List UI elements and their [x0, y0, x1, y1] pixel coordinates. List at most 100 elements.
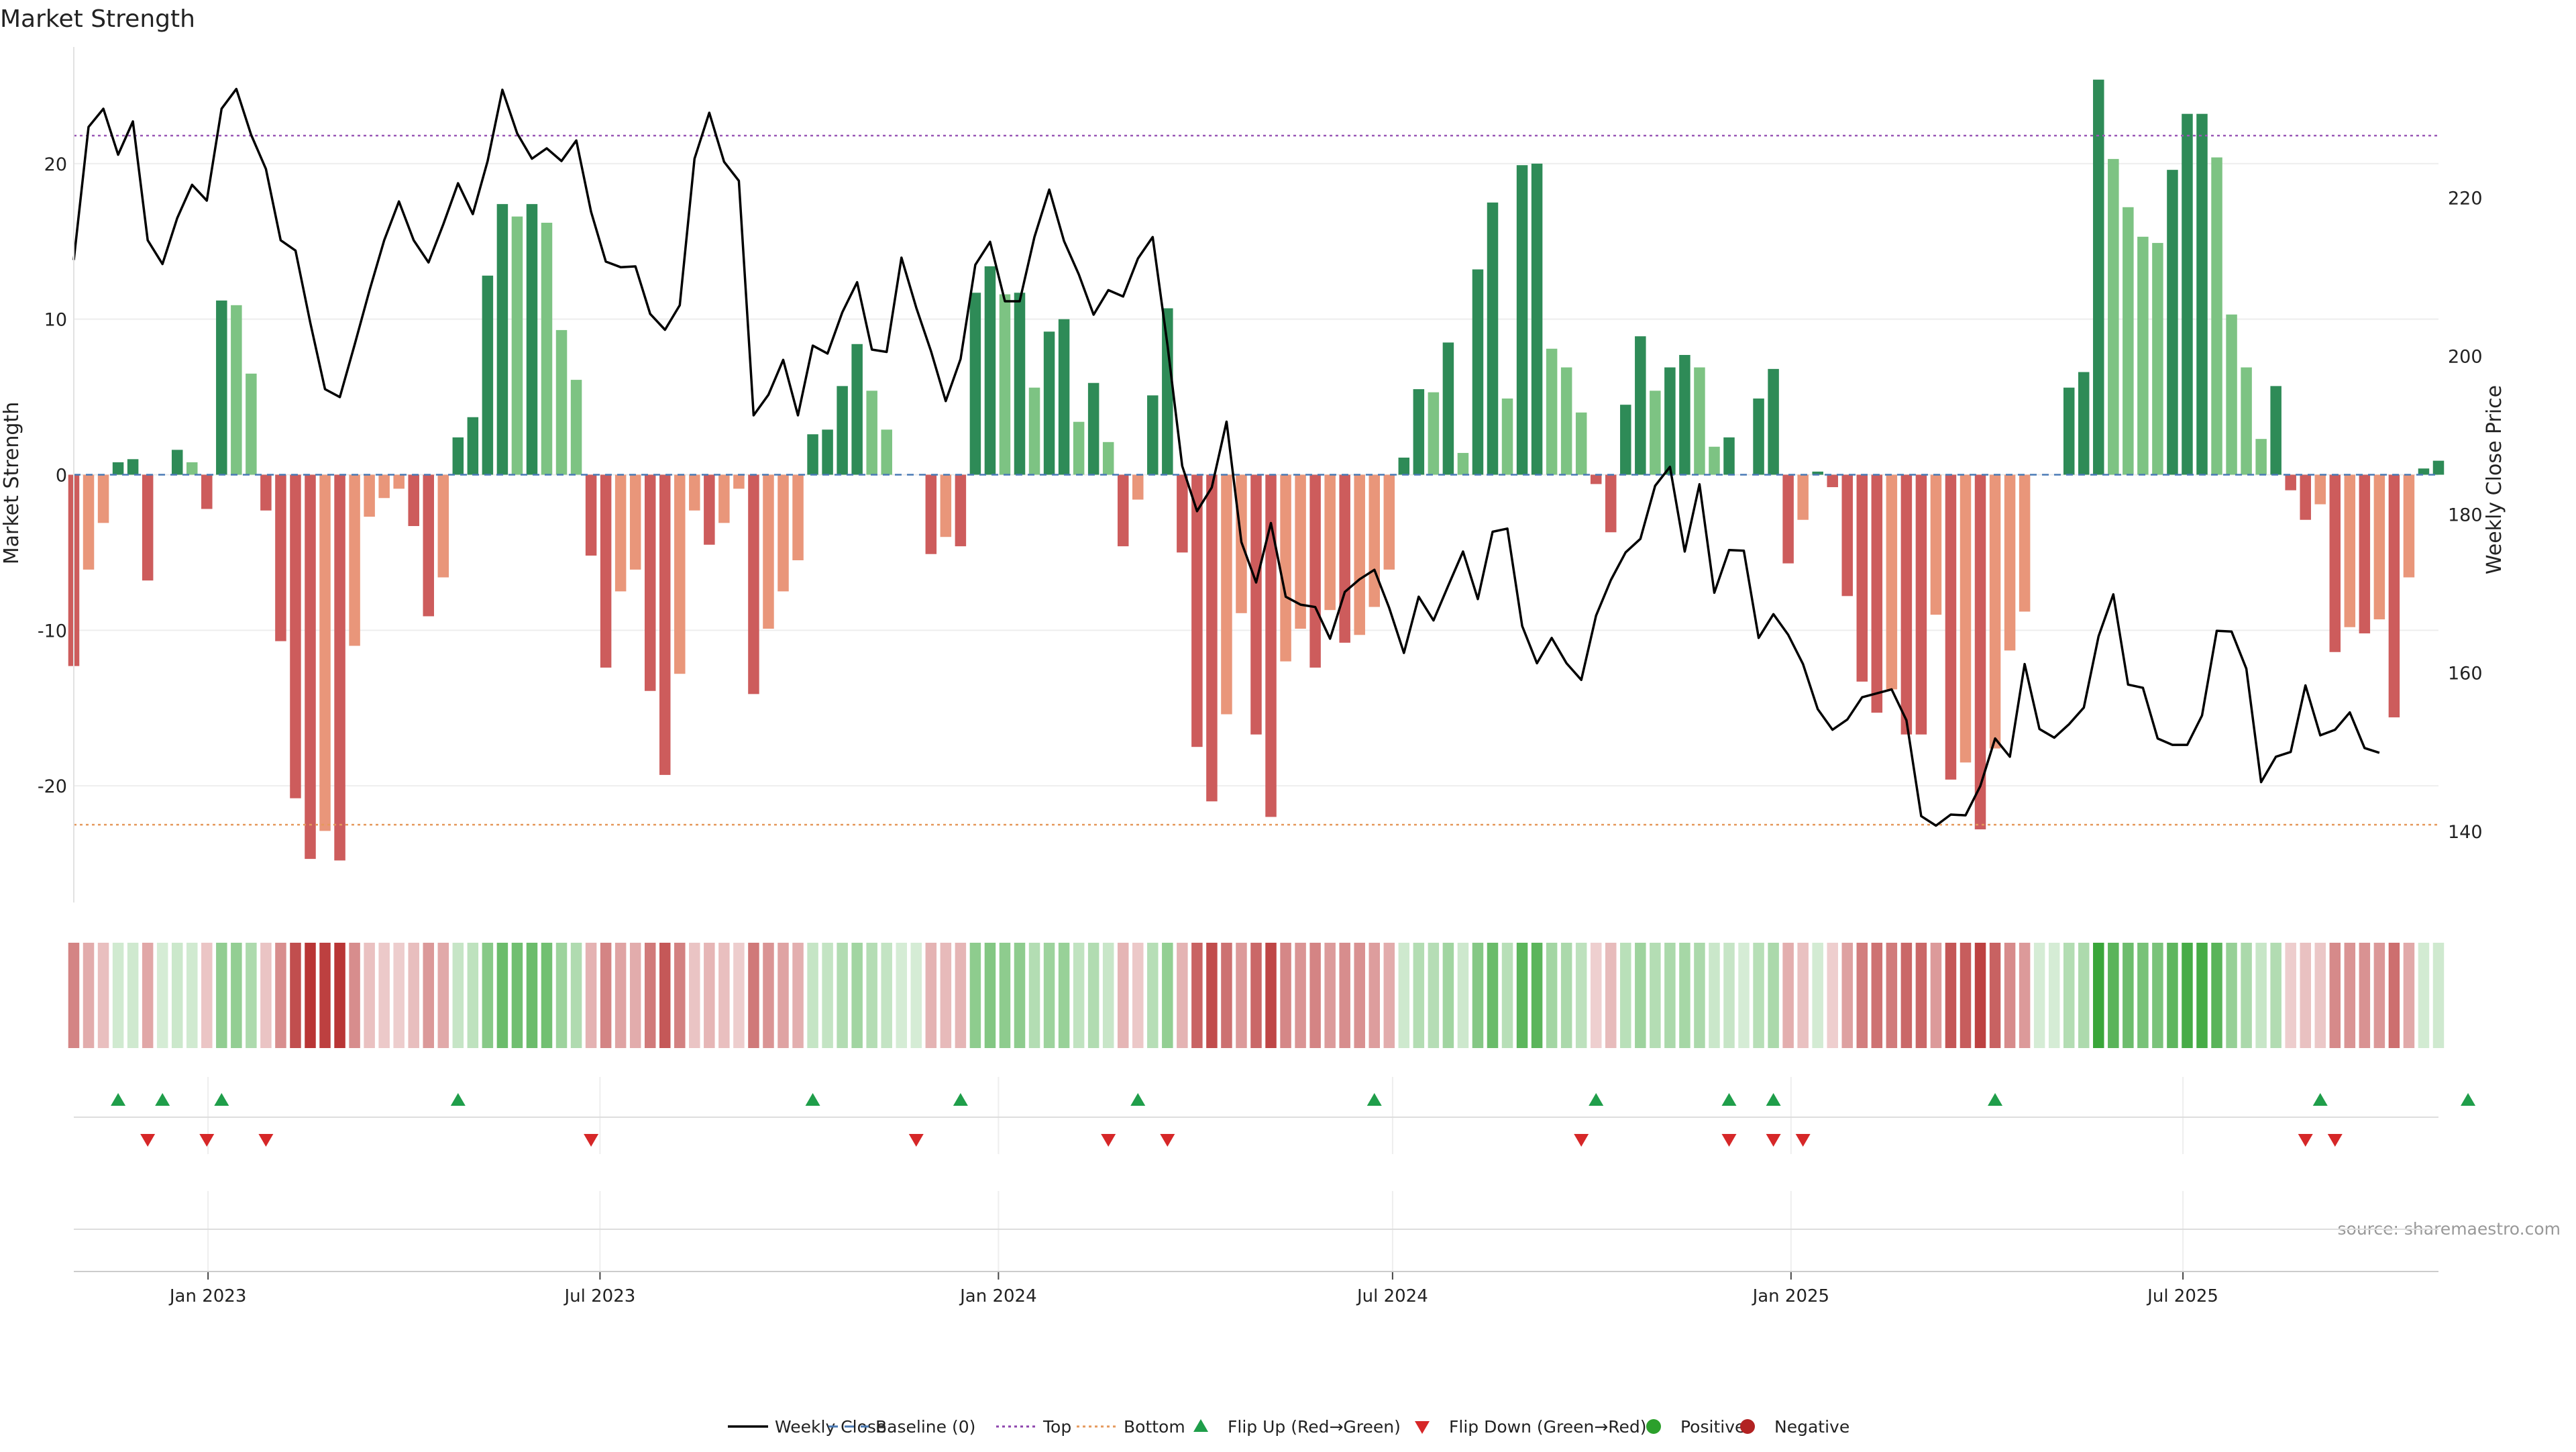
heat-cell [275, 943, 286, 1048]
threshold-lines [74, 134, 2438, 826]
heat-cell [837, 943, 848, 1048]
strength-bar [1886, 474, 1898, 690]
heat-cell [763, 943, 774, 1048]
heat-cell [2432, 943, 2445, 1048]
heat-cell [1132, 943, 1144, 1048]
heat-cell [644, 943, 656, 1048]
strength-bar [1650, 391, 1661, 475]
strength-bar [1753, 398, 1764, 475]
heat-cell [2048, 943, 2060, 1048]
strength-bars [68, 79, 2445, 861]
heat-cell [1915, 943, 1927, 1048]
heat-cell [1546, 943, 1558, 1048]
heat-cell [2211, 943, 2222, 1048]
heat-cell [1974, 943, 1986, 1048]
heat-cell [2285, 943, 2296, 1048]
strength-bar [1930, 474, 1942, 615]
strength-bar [142, 474, 154, 581]
heat-cell [2182, 943, 2193, 1048]
heat-cell [689, 943, 700, 1048]
heat-cell [1177, 943, 1188, 1048]
heat-cell [1073, 943, 1085, 1048]
y-axis-label: Market Strength [0, 402, 23, 564]
heat-cell [1324, 943, 1336, 1048]
heat-cell [851, 943, 863, 1048]
strength-bar [1679, 355, 1690, 475]
strength-bar [1871, 474, 1883, 713]
flip-up-marker [1130, 1093, 1146, 1106]
strength-bar [1295, 474, 1306, 629]
strength-bar [186, 462, 198, 475]
strength-bar [2182, 113, 2193, 475]
strength-bar [1250, 474, 1262, 735]
strength-bar [837, 386, 848, 475]
legend-label: Bottom [1124, 1417, 1185, 1437]
strength-bar [1664, 367, 1676, 475]
heat-cell [1738, 943, 1750, 1048]
strength-bar [925, 474, 937, 554]
flip-down-marker [2327, 1134, 2343, 1147]
heat-cell [881, 943, 892, 1048]
y-tick-label: 0 [56, 466, 67, 486]
heat-cell [940, 943, 952, 1048]
heat-cell [1028, 943, 1040, 1048]
heat-cell [1989, 943, 2001, 1048]
heat-cell [1102, 943, 1114, 1048]
heat-cell [2093, 943, 2104, 1048]
heat-cell [186, 943, 198, 1048]
strength-bar [1354, 474, 1365, 635]
heat-cell [1250, 943, 1262, 1048]
strength-bar [496, 204, 508, 475]
heat-cell [393, 943, 405, 1048]
strength-bar [1812, 471, 1823, 475]
flip-up-marker [214, 1093, 229, 1106]
strength-bar [2255, 439, 2267, 475]
strength-bar [1073, 421, 1085, 475]
strength-bar [437, 474, 449, 578]
heat-cell [733, 943, 745, 1048]
flip-up-marker [155, 1093, 170, 1106]
strength-bar [2196, 113, 2208, 475]
strength-bar [1709, 446, 1720, 475]
strength-bar [290, 474, 301, 798]
heat-cell [807, 943, 818, 1048]
heat-cell [1087, 943, 1099, 1048]
strength-bar [1501, 398, 1513, 475]
heat-cell [2226, 943, 2237, 1048]
strength-bar [2285, 474, 2296, 490]
legend-label: Flip Down (Green→Red) [1449, 1417, 1647, 1437]
heat-cell [925, 943, 937, 1048]
legend-swatch-circle [1646, 1419, 1661, 1434]
legend-swatch-circle [1740, 1419, 1755, 1434]
heat-cell [999, 943, 1011, 1048]
strength-bar [305, 474, 316, 860]
flip-down-marker [1101, 1134, 1116, 1147]
strength-bar [1043, 331, 1055, 475]
strength-bar [2123, 207, 2134, 475]
legend-label: Negative [1774, 1417, 1849, 1437]
heat-cell [1575, 943, 1587, 1048]
strength-bar [1989, 474, 2001, 749]
strength-bar [2270, 386, 2282, 475]
strength-bar [2388, 474, 2400, 718]
heat-cell [2418, 943, 2430, 1048]
heat-cell [1620, 943, 1631, 1048]
heat-cell [290, 943, 301, 1048]
strength-bar [1162, 308, 1173, 475]
strength-bar [2078, 372, 2090, 475]
y-tick-label: 20 [44, 154, 67, 175]
strength-bar [1324, 474, 1336, 611]
heat-cell [1723, 943, 1735, 1048]
strength-bar [851, 344, 863, 475]
heat-cell [83, 943, 95, 1048]
heat-cell [1635, 943, 1646, 1048]
y2-tick-label: 160 [2448, 664, 2483, 684]
strength-bar [807, 434, 818, 475]
x-tick-label: Jul 2024 [1356, 1286, 1428, 1306]
heat-cell [1368, 943, 1380, 1048]
heat-cell [1339, 943, 1350, 1048]
heat-cell [704, 943, 715, 1048]
flip-down-marker [199, 1134, 215, 1147]
strength-bar [1560, 367, 1572, 475]
